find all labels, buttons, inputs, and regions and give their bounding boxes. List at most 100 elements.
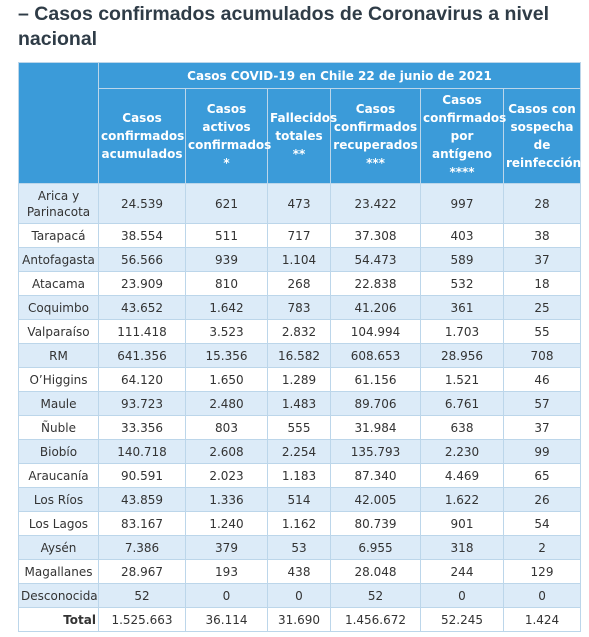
- value-cell: 36.114: [185, 607, 268, 632]
- value-cell: 244: [420, 559, 504, 584]
- value-cell: 83.167: [98, 511, 186, 536]
- value-cell: 104.994: [330, 319, 421, 344]
- value-cell: 1.162: [267, 511, 331, 536]
- region-cell: Los Lagos: [18, 511, 99, 536]
- value-cell: 1.525.663: [98, 607, 186, 632]
- title-row: Casos COVID-19 en Chile 22 de junio de 2…: [18, 62, 582, 184]
- value-cell: 2.608: [185, 439, 268, 464]
- corner-cell: [18, 62, 99, 184]
- value-cell: 18: [502, 271, 582, 296]
- value-cell: 99: [502, 439, 582, 464]
- value-cell: 1.642: [185, 295, 268, 320]
- region-cell: Coquimbo: [18, 295, 99, 320]
- value-cell: 997: [420, 183, 504, 224]
- value-cell: 53: [267, 535, 331, 560]
- table-row: Antofagasta 56.566 939 1.104 54.473 589 37: [18, 247, 582, 272]
- value-cell: 129: [502, 559, 582, 584]
- value-cell: 1.521: [420, 367, 504, 392]
- value-cell: 37: [502, 247, 582, 272]
- value-cell: 1.483: [267, 391, 331, 416]
- value-cell: 638: [420, 415, 504, 440]
- value-cell: 438: [267, 559, 331, 584]
- table-row: Los Ríos 43.859 1.336 514 42.005 1.622 26: [18, 487, 582, 512]
- region-cell: Valparaíso: [18, 319, 99, 344]
- value-cell: 0: [502, 583, 582, 608]
- value-cell: 140.718: [98, 439, 186, 464]
- value-cell: 55: [502, 319, 582, 344]
- region-cell: Aysén: [18, 535, 99, 560]
- value-cell: 532: [420, 271, 504, 296]
- value-cell: 15.356: [185, 343, 268, 368]
- value-cell: 641.356: [98, 343, 186, 368]
- value-cell: 0: [185, 583, 268, 608]
- value-cell: 6.761: [420, 391, 504, 416]
- value-cell: 555: [267, 415, 331, 440]
- value-cell: 810: [185, 271, 268, 296]
- value-cell: 54.473: [330, 247, 421, 272]
- value-cell: 61.156: [330, 367, 421, 392]
- value-cell: 38: [502, 223, 582, 248]
- column-header: Casos confirmados por antígeno ****: [420, 88, 506, 184]
- value-cell: 2: [502, 535, 582, 560]
- value-cell: 2.023: [185, 463, 268, 488]
- column-header: Casos activos confirmados *: [185, 88, 271, 184]
- value-cell: 31.690: [267, 607, 331, 632]
- table-row: Maule 93.723 2.480 1.483 89.706 6.761 57: [18, 391, 582, 416]
- value-cell: 1.289: [267, 367, 331, 392]
- region-cell: Los Ríos: [18, 487, 99, 512]
- value-cell: 37.308: [330, 223, 421, 248]
- value-cell: 361: [420, 295, 504, 320]
- table-row: Magallanes 28.967 193 438 28.048 244 129: [18, 559, 582, 584]
- table-row: Biobío 140.718 2.608 2.254 135.793 2.230 99: [18, 439, 582, 464]
- column-header: Fallecidos totales **: [267, 88, 337, 184]
- value-cell: 25: [502, 295, 582, 320]
- region-cell: Araucanía: [18, 463, 99, 488]
- region-cell: Tarapacá: [18, 223, 99, 248]
- value-cell: 589: [420, 247, 504, 272]
- value-cell: 64.120: [98, 367, 186, 392]
- value-cell: 708: [502, 343, 582, 368]
- value-cell: 52: [98, 583, 186, 608]
- value-cell: 23.422: [330, 183, 421, 224]
- table-row: Coquimbo 43.652 1.642 783 41.206 361 25: [18, 295, 582, 320]
- value-cell: 33.356: [98, 415, 186, 440]
- column-header: Casos confirmados recuperados ***: [330, 88, 421, 184]
- value-cell: 1.650: [185, 367, 268, 392]
- table-body: Arica y Parinacota 24.539 621 473 23.422 997 2…: [18, 183, 582, 632]
- value-cell: 4.469: [420, 463, 504, 488]
- value-cell: 379: [185, 535, 268, 560]
- region-cell: Magallanes: [18, 559, 99, 584]
- table-row: O’Higgins 64.120 1.650 1.289 61.156 1.521 46: [18, 367, 582, 392]
- value-cell: 783: [267, 295, 331, 320]
- table-row: Atacama 23.909 810 268 22.838 532 18: [18, 271, 582, 296]
- value-cell: 87.340: [330, 463, 421, 488]
- region-cell: Maule: [18, 391, 99, 416]
- value-cell: 511: [185, 223, 268, 248]
- table-head: Casos COVID-19 en Chile 22 de junio de 2…: [18, 62, 582, 184]
- table-row: Desconocida 52 0 0 52 0 0: [18, 583, 582, 608]
- value-cell: 3.523: [185, 319, 268, 344]
- value-cell: 28.956: [420, 343, 504, 368]
- table-title: Casos COVID-19 en Chile 22 de junio de 2…: [97, 62, 582, 89]
- value-cell: 65: [502, 463, 582, 488]
- table-row: Total 1.525.663 36.114 31.690 1.456.672 52.24…: [18, 607, 582, 632]
- column-header: Casos con sospecha de reinfección: [502, 88, 581, 184]
- value-cell: 52: [330, 583, 421, 608]
- value-cell: 26: [502, 487, 582, 512]
- value-cell: 0: [267, 583, 331, 608]
- table-row: Aysén 7.386 379 53 6.955 318 2: [18, 535, 582, 560]
- value-cell: 0: [420, 583, 504, 608]
- value-cell: 1.183: [267, 463, 331, 488]
- region-cell: Total: [18, 607, 99, 632]
- table-row: Araucanía 90.591 2.023 1.183 87.340 4.469 65: [18, 463, 582, 488]
- value-cell: 2.230: [420, 439, 504, 464]
- table-row: Los Lagos 83.167 1.240 1.162 80.739 901 54: [18, 511, 582, 536]
- covid-table: Casos COVID-19 en Chile 22 de junio de 2…: [18, 62, 581, 632]
- page-title: – Casos confirmados acumulados de Corona…: [18, 3, 549, 50]
- region-cell: RM: [18, 343, 99, 368]
- column-header: Casos confirmados acumulados: [98, 88, 186, 184]
- table-row: RM 641.356 15.356 16.582 608.653 28.956 708: [18, 343, 582, 368]
- region-cell: O’Higgins: [18, 367, 99, 392]
- value-cell: 93.723: [98, 391, 186, 416]
- column-header-row: Casos confirmados acumulados Casos activo…: [19, 88, 581, 184]
